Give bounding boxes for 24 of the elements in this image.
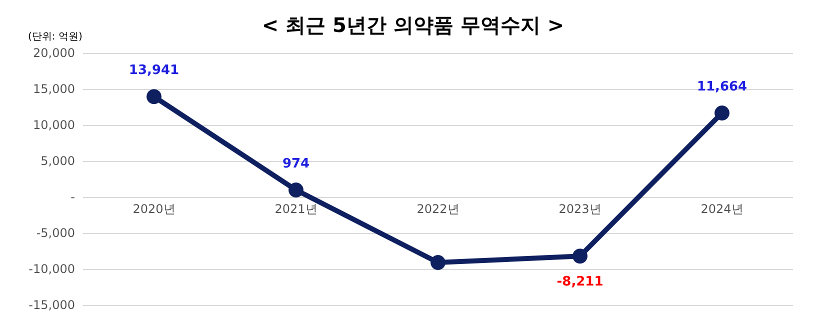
x-tick-label: 2024년 <box>700 202 744 216</box>
y-tick-label: -15,000 <box>28 298 75 312</box>
point <box>288 182 304 198</box>
x-tick-label: 2023년 <box>558 202 602 216</box>
point <box>430 255 446 270</box>
y-tick-label: -10,000 <box>28 262 75 276</box>
y-tick-label: 15,000 <box>33 82 75 96</box>
y-tick-label: 10,000 <box>33 118 75 132</box>
data-label: 974 <box>282 156 310 172</box>
x-tick-label: 2022년 <box>416 202 460 216</box>
point <box>146 89 162 104</box>
text: (단위: 억원) <box>28 32 82 42</box>
y-tick-label: 20,000 <box>33 46 75 60</box>
data-label: 13,941 <box>128 63 180 78</box>
x-tick-label: 2020년 <box>132 202 176 216</box>
data-label: 11,664 <box>696 80 748 95</box>
data-label: -8,211 <box>556 274 604 290</box>
point <box>572 248 588 264</box>
y-tick-label: - <box>70 190 75 204</box>
y-tick-label: 5,000 <box>40 154 75 168</box>
point <box>714 106 730 121</box>
y-tick-label: -5,000 <box>36 226 75 240</box>
x-tick-label: 2021년 <box>274 202 318 216</box>
chart-title: < 최근 5년간 의약품 무역수지 > <box>262 13 564 37</box>
